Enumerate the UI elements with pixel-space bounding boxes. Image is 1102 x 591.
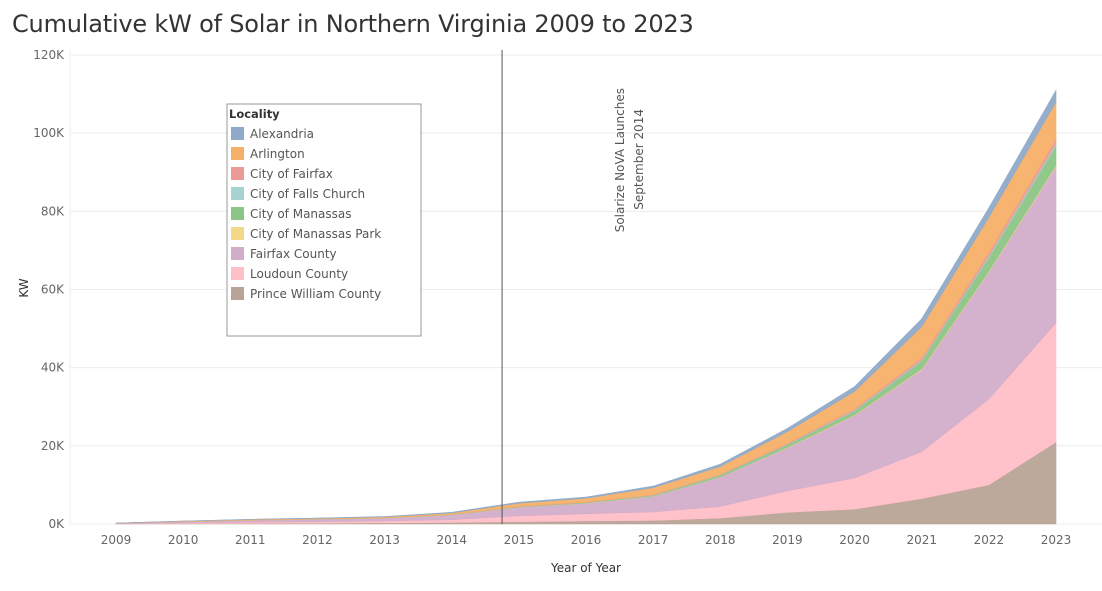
x-tick-label: 2014	[436, 533, 467, 547]
legend-label: City of Manassas	[250, 207, 352, 221]
x-tick-label: 2020	[839, 533, 870, 547]
legend-swatch	[231, 167, 244, 180]
legend-label: Fairfax County	[250, 247, 337, 261]
legend-label: Arlington	[250, 147, 305, 161]
x-tick-label: 2011	[235, 533, 266, 547]
x-tick-label: 2016	[571, 533, 602, 547]
x-tick-label: 2021	[906, 533, 937, 547]
legend-swatch	[231, 127, 244, 140]
legend-swatch	[231, 187, 244, 200]
y-axis-title: KW	[17, 278, 31, 297]
annotation-group: Solarize NoVA Launches September 2014	[501, 50, 646, 524]
y-tick-label: 100K	[33, 126, 65, 140]
x-tick-label: 2015	[504, 533, 535, 547]
legend-label: City of Falls Church	[250, 187, 365, 201]
x-axis-title: Year of Year	[550, 561, 621, 575]
legend-swatch	[231, 207, 244, 220]
legend-label: Prince William County	[250, 287, 381, 301]
legend-label: City of Manassas Park	[250, 227, 381, 241]
legend-swatch	[231, 227, 244, 240]
x-tick-label: 2017	[638, 533, 669, 547]
x-tick-label: 2013	[369, 533, 400, 547]
y-tick-label: 60K	[41, 283, 65, 297]
legend: Locality Alexandria Arlington City of Fair…	[226, 103, 422, 337]
x-tick-label: 2009	[101, 533, 132, 547]
x-tick-label: 2023	[1041, 533, 1072, 547]
legend-label: Alexandria	[250, 127, 314, 141]
legend-swatch	[231, 287, 244, 300]
y-tick-label: 120K	[33, 48, 65, 62]
legend-swatch	[231, 247, 244, 260]
legend-label: Loudoun County	[250, 267, 348, 281]
legend-swatch	[231, 147, 244, 160]
legend-label: City of Fairfax	[250, 167, 333, 181]
y-tick-label: 0K	[48, 517, 65, 531]
x-tick-label: 2018	[705, 533, 736, 547]
stacked-areas	[115, 89, 1057, 525]
legend-box	[226, 103, 422, 337]
x-axis-ticks: 2009 2010 2011 2012 2013 2014 2015 2016 2017 2018…	[101, 533, 1072, 547]
x-tick-label: 2022	[974, 533, 1005, 547]
x-tick-label: 2012	[302, 533, 333, 547]
y-tick-label: 20K	[41, 439, 65, 453]
annotation-text-2: September 2014	[632, 109, 646, 210]
x-tick-label: 2019	[772, 533, 803, 547]
y-axis-ticks: 0K 20K 40K 60K 80K 100K 120K	[33, 48, 65, 531]
area-alexandria	[115, 89, 1057, 524]
legend-swatch	[231, 267, 244, 280]
y-tick-label: 80K	[41, 204, 65, 218]
chart-title: Cumulative kW of Solar in Northern Virgi…	[12, 10, 694, 38]
legend-title: Locality	[229, 107, 280, 121]
x-tick-label: 2010	[168, 533, 199, 547]
annotation-text-1: Solarize NoVA Launches	[613, 88, 627, 232]
y-tick-label: 40K	[41, 361, 65, 375]
